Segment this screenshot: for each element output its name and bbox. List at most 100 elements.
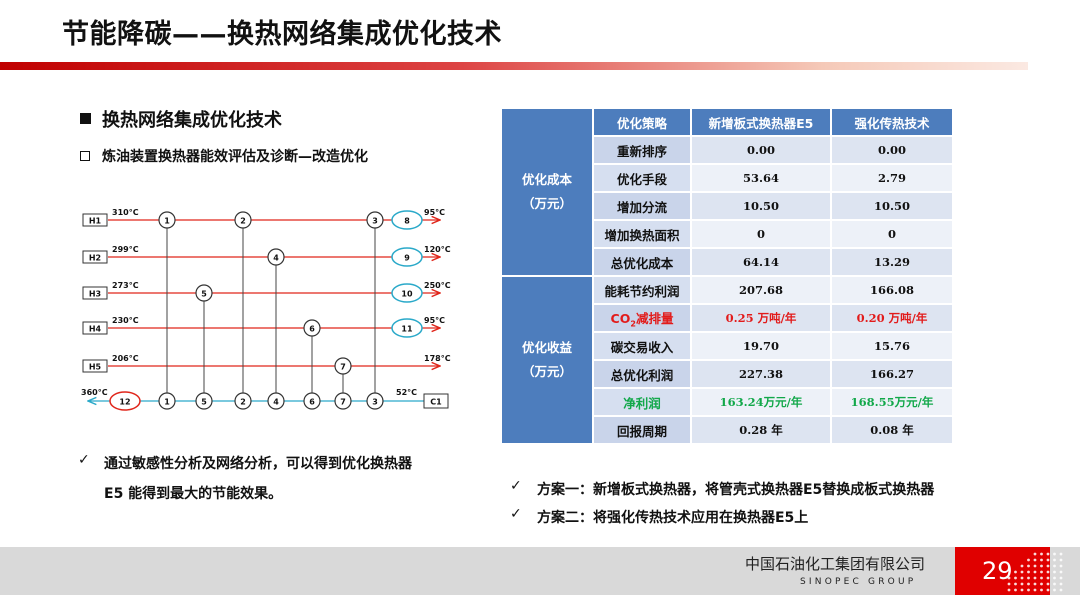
group-income-label: 优化收益 (521, 340, 572, 355)
table-row: 总优化成本 64.14 13.29 (502, 249, 952, 275)
cooler-label: 10 (401, 290, 413, 299)
decor-dot (1033, 552, 1037, 556)
row-label: 能耗节约利润 (594, 277, 690, 303)
group-income-unit: （万元） (521, 364, 572, 379)
cooler-node (391, 283, 423, 303)
decor-dot (1059, 570, 1063, 574)
exchanger-node (334, 392, 352, 410)
stream-outlet-temp: 120°C (424, 245, 451, 254)
decor-dot (1046, 552, 1050, 556)
stream-outlet-temp: 250°C (424, 281, 451, 290)
stream-outlet-temp: 178°C (424, 354, 451, 363)
company-name: 中国石油化工集团有限公司 (745, 555, 926, 573)
stream-box (82, 213, 108, 227)
section-heading: 换热网络集成优化技术 (102, 110, 282, 131)
check-icon: ✓ (510, 478, 522, 494)
decor-dot (1027, 576, 1030, 580)
check-icon: ✓ (510, 506, 522, 522)
cell-plan1: 0 (692, 221, 830, 247)
decor-dot (1020, 564, 1024, 568)
decor-dot (1053, 582, 1056, 586)
exchanger-node (303, 319, 321, 337)
row-label: 优化手段 (594, 165, 690, 191)
cold-stream-box (423, 393, 449, 409)
table-header-row: 优化成本 （万元） 优化策略 新增板式换热器E5 强化传热技术 (502, 109, 952, 275)
table-row: 碳交易收入 19.70 15.76 (502, 333, 952, 359)
group-income-cell: 优化收益 （万元） (502, 277, 592, 443)
exchanger-label: 5 (201, 290, 207, 299)
company-name-en: SINOPEC GROUP (800, 577, 917, 587)
plan1-note: 方案一：新增板式换热器，将管壳式换热器E5替换成板式换热器 (537, 482, 935, 498)
cell-plan1: 227.38 (692, 361, 830, 387)
decor-dot (1059, 552, 1063, 556)
exchanger-node (303, 392, 321, 410)
decor-dot (1027, 570, 1030, 574)
page-title: 节能降碳——换热网络集成优化技术 (62, 19, 502, 50)
decor-dot (1046, 588, 1050, 592)
decor-dot (1059, 576, 1063, 580)
table-row: 优化手段 53.64 2.79 (502, 165, 952, 191)
cell-plan1: 163.24万元/年 (692, 389, 830, 415)
stream-box (82, 250, 108, 264)
decor-dot (1027, 558, 1030, 562)
title-divider (0, 62, 1028, 70)
cell-plan1: 10.50 (692, 193, 830, 219)
cell-plan2: 168.55万元/年 (832, 389, 952, 415)
row-label: 净利润 (594, 389, 690, 415)
exchanger-label: 6 (309, 398, 315, 407)
table-row: 优化收益 （万元） 能耗节约利润 207.68 166.08 (502, 277, 952, 443)
row-label: 总优化利润 (594, 361, 690, 387)
decor-dot (1027, 564, 1030, 568)
plan2-note: 方案二：将强化传热技术应用在换热器E5上 (537, 510, 809, 526)
stream-label: H3 (89, 290, 101, 299)
cold-stream-label: C1 (430, 398, 442, 407)
decor-dot (1053, 570, 1056, 574)
decor-dot (1046, 582, 1050, 586)
row-label: 增加换热面积 (594, 221, 690, 247)
table-row: 回报周期 0.28 年 0.08 年 (502, 417, 952, 443)
decor-dot (1059, 582, 1063, 586)
group-cost-label: 优化成本 (521, 172, 572, 187)
conclusion-text-line2: E5 能得到最大的节能效果。 (104, 486, 283, 502)
row-label: CO2减排量 (594, 305, 690, 331)
stream-inlet-temp: 230°C (112, 316, 139, 325)
exchanger-label: 1 (164, 398, 170, 407)
decor-dot (1046, 570, 1050, 574)
cell-plan2: 166.08 (832, 277, 952, 303)
row-label: 碳交易收入 (594, 333, 690, 359)
stream-inlet-temp: 273°C (112, 281, 139, 290)
row-label: 增加分流 (594, 193, 690, 219)
stream-inlet-temp: 206°C (112, 354, 139, 363)
decor-dot (1033, 576, 1037, 580)
decor-dot (1053, 564, 1056, 568)
cooler-label: 9 (404, 254, 410, 263)
cell-plan2: 13.29 (832, 249, 952, 275)
stream-outlet-temp: 95°C (424, 316, 445, 325)
decor-dot (1014, 576, 1017, 580)
row-label: 重新排序 (594, 137, 690, 163)
exchanger-label: 7 (340, 398, 346, 407)
cell-plan1: 0.00 (692, 137, 830, 163)
exchanger-node (234, 211, 252, 229)
decor-dot (1007, 576, 1011, 580)
decor-dot (1014, 588, 1017, 592)
section-subheading: 炼油装置换热器能效评估及诊断—改造优化 (102, 149, 368, 165)
exchanger-node (158, 211, 176, 229)
decor-dot (1053, 558, 1056, 562)
cell-plan2: 0.00 (832, 137, 952, 163)
decor-dot (1053, 588, 1056, 592)
page-number: 29 (982, 557, 1013, 585)
table-row: 总优化利润 227.38 166.27 (502, 361, 952, 387)
cell-plan1: 19.70 (692, 333, 830, 359)
decor-dot (1059, 588, 1063, 592)
column-header-plan1: 新增板式换热器E5 (692, 109, 830, 135)
stream-inlet-temp: 310°C (112, 208, 139, 217)
cell-plan2: 15.76 (832, 333, 952, 359)
cooler-label: 11 (401, 325, 413, 334)
exchanger-node (267, 248, 285, 266)
exchanger-node (195, 392, 213, 410)
column-header-plan2: 强化传热技术 (832, 109, 952, 135)
decor-dot (1046, 576, 1050, 580)
table-row: 净利润 163.24万元/年 168.55万元/年 (502, 389, 952, 415)
decor-dot (1040, 576, 1043, 580)
